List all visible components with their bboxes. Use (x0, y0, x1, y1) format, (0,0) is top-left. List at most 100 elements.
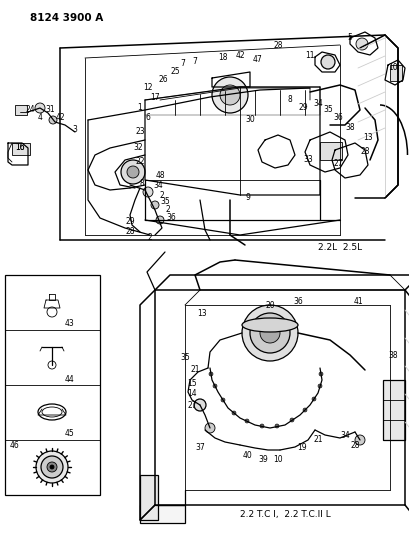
Text: 42: 42 (235, 51, 244, 60)
Text: 1: 1 (137, 103, 142, 112)
Circle shape (259, 323, 279, 343)
Bar (15, 105, 27, 115)
Text: 24: 24 (25, 106, 35, 115)
Text: 37: 37 (195, 443, 204, 453)
Circle shape (311, 397, 315, 401)
Text: 3: 3 (72, 125, 77, 134)
Circle shape (220, 398, 225, 402)
Circle shape (259, 424, 263, 428)
Text: 34: 34 (312, 99, 322, 108)
Text: 45: 45 (65, 430, 75, 439)
Circle shape (36, 451, 68, 483)
Text: 48: 48 (155, 171, 164, 180)
Circle shape (204, 423, 214, 433)
Text: 25: 25 (170, 68, 180, 77)
Text: 8: 8 (139, 179, 144, 188)
Ellipse shape (241, 318, 297, 332)
Text: 36: 36 (292, 297, 302, 306)
Text: 2: 2 (147, 233, 152, 243)
Bar (139, 505, 184, 523)
Text: 7: 7 (180, 59, 185, 68)
Circle shape (50, 465, 54, 469)
Text: 29: 29 (125, 217, 135, 227)
Text: 43: 43 (65, 319, 75, 328)
Text: 40: 40 (243, 450, 252, 459)
Text: 2.2L  2.5L: 2.2L 2.5L (317, 244, 361, 253)
Text: 22: 22 (135, 157, 144, 166)
Bar (139, 475, 157, 520)
Circle shape (320, 55, 334, 69)
Text: 38: 38 (344, 124, 354, 133)
Circle shape (41, 456, 63, 478)
Circle shape (213, 384, 216, 388)
Text: 7: 7 (192, 58, 197, 67)
Text: 2: 2 (159, 190, 164, 199)
Text: 41: 41 (352, 297, 362, 306)
Text: 20: 20 (265, 301, 274, 310)
Text: 16: 16 (15, 143, 25, 152)
Circle shape (143, 187, 153, 197)
Circle shape (318, 372, 322, 376)
Text: 9: 9 (245, 193, 250, 203)
Text: 46: 46 (10, 441, 20, 450)
Text: 34: 34 (153, 182, 162, 190)
Text: 2: 2 (165, 206, 170, 214)
Text: 35: 35 (160, 198, 169, 206)
Bar (5, 275, 100, 495)
Text: 19: 19 (297, 443, 306, 453)
Bar (319, 142, 341, 160)
Circle shape (155, 216, 164, 224)
Text: 42: 42 (55, 114, 65, 123)
Text: 44: 44 (65, 375, 75, 384)
Text: 28: 28 (272, 41, 282, 50)
Circle shape (274, 424, 278, 428)
Text: 28: 28 (125, 228, 135, 237)
Text: 36: 36 (332, 112, 342, 122)
Circle shape (302, 408, 306, 412)
Text: 23: 23 (135, 127, 144, 136)
Text: 27: 27 (333, 158, 342, 167)
Text: 35: 35 (322, 106, 332, 115)
Text: 32: 32 (133, 143, 142, 152)
Bar (12, 143, 30, 155)
Circle shape (35, 103, 45, 113)
Text: 26: 26 (158, 76, 167, 85)
Bar (382, 380, 404, 440)
Text: 8: 8 (287, 95, 292, 104)
Text: 13: 13 (362, 133, 372, 142)
Text: 33: 33 (302, 156, 312, 165)
Text: 21: 21 (190, 366, 199, 375)
Text: 35: 35 (180, 353, 189, 362)
Bar (389, 65, 401, 81)
Text: 36: 36 (166, 214, 175, 222)
Circle shape (317, 384, 321, 388)
Text: 8124 3900 A: 8124 3900 A (30, 13, 103, 23)
Circle shape (211, 77, 247, 113)
Circle shape (151, 201, 159, 209)
Text: 34: 34 (339, 431, 349, 440)
Text: 12: 12 (143, 84, 153, 93)
Text: 30: 30 (245, 116, 254, 125)
Text: 31: 31 (45, 106, 55, 115)
Text: 14: 14 (187, 389, 196, 398)
Text: 28: 28 (349, 440, 359, 449)
Circle shape (289, 418, 293, 422)
Circle shape (241, 305, 297, 361)
Text: 4: 4 (38, 114, 43, 123)
Circle shape (355, 38, 367, 50)
Circle shape (121, 160, 145, 184)
Circle shape (354, 435, 364, 445)
Text: 11: 11 (305, 51, 314, 60)
Text: 16: 16 (15, 143, 25, 152)
Text: 29: 29 (297, 102, 307, 111)
Text: 47: 47 (252, 55, 262, 64)
Text: 6: 6 (145, 114, 150, 123)
Text: 28: 28 (360, 148, 369, 157)
Circle shape (193, 399, 205, 411)
Text: 2.2 T.C I,  2.2 T.C.II L: 2.2 T.C I, 2.2 T.C.II L (239, 511, 330, 520)
Circle shape (231, 411, 236, 415)
Text: 13: 13 (197, 309, 206, 318)
Circle shape (127, 166, 139, 178)
Circle shape (49, 116, 57, 124)
Circle shape (249, 313, 289, 353)
